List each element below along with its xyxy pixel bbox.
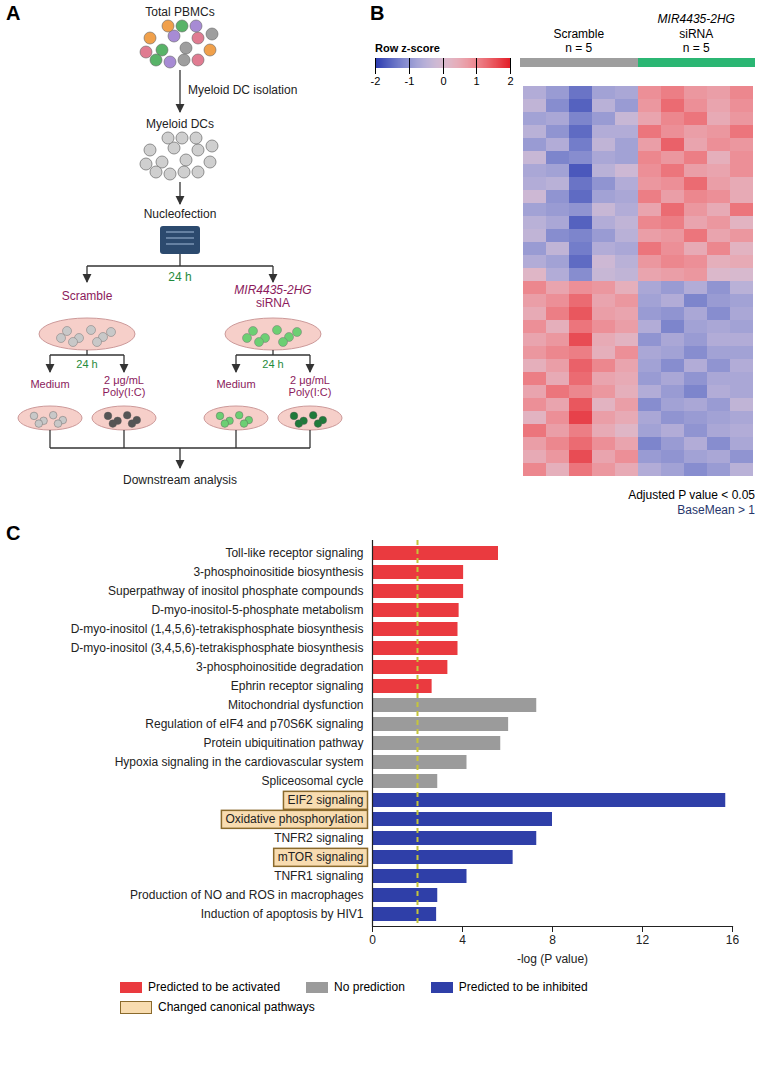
svg-text:Row z-score: Row z-score [375,42,440,54]
svg-text:Total PBMCs: Total PBMCs [145,5,214,19]
html-text:MIR4435-2HG: MIR4435-2HG [657,12,735,26]
html-text:A: A [6,2,21,24]
html-text:Adjusted P value < 0.05: Adjusted P value < 0.05 [628,488,755,502]
svg-text:Spliceosomal cycle: Spliceosomal cycle [261,774,363,788]
svg-text:Induction of apoptosis by HIV1: Induction of apoptosis by HIV1 [201,907,364,921]
svg-text:0: 0 [369,933,376,947]
svg-text:3-phosphoinositide biosynthesi: 3-phosphoinositide biosynthesis [193,565,363,579]
svg-text:2: 2 [507,75,513,87]
svg-text:4: 4 [459,933,466,947]
svg-text:1: 1 [473,75,479,87]
svg-text:Downstream analysis: Downstream analysis [123,473,237,487]
svg-text:3-phosphoinositide degradation: 3-phosphoinositide degradation [196,660,363,674]
svg-text:mTOR signaling: mTOR signaling [278,850,364,864]
svg-text:Superpathway of inositol phosp: Superpathway of inositol phosphate compo… [108,584,364,598]
svg-text:MIR4435-2HG: MIR4435-2HG [234,283,311,297]
svg-text:24 h: 24 h [76,358,97,370]
html-text:n = 5: n = 5 [565,41,593,55]
svg-text:24 h: 24 h [168,270,191,284]
svg-text:Poly(I:C): Poly(I:C) [103,386,146,398]
svg-text:12: 12 [636,933,650,947]
svg-text:-1: -1 [405,75,415,87]
svg-text:Poly(I:C): Poly(I:C) [289,386,332,398]
html-text:Scramble: Scramble [553,27,605,41]
svg-text:TNFR2 signaling: TNFR2 signaling [274,831,363,845]
svg-text:TNFR1 signaling: TNFR1 signaling [274,869,363,883]
html-text:siRNA: siRNA [679,27,714,41]
svg-text:Production of NO and ROS in ma: Production of NO and ROS in macrophages [130,888,363,902]
svg-text:Myeloid DC isolation: Myeloid DC isolation [188,83,297,97]
html-text:C: C [6,522,21,544]
svg-text:EIF2 signaling: EIF2 signaling [287,793,363,807]
svg-text:Mitochondrial dysfunction: Mitochondrial dysfunction [228,698,363,712]
svg-text:-log (P value): -log (P value) [517,952,588,966]
svg-text:Myeloid DCs: Myeloid DCs [146,117,214,131]
svg-text:Toll-like receptor signaling: Toll-like receptor signaling [225,546,363,560]
svg-text:Medium: Medium [30,378,69,390]
svg-text:Protein ubiquitination pathway: Protein ubiquitination pathway [203,736,363,750]
svg-text:D-myo-inositol (3,4,5,6)-tetra: D-myo-inositol (3,4,5,6)-tetrakisphospha… [71,641,364,655]
svg-text:24 h: 24 h [262,358,283,370]
svg-text:-2: -2 [371,75,381,87]
svg-text:D-myo-inositol-5-phosphate met: D-myo-inositol-5-phosphate metabolism [151,603,363,617]
svg-text:Regulation of eIF4 and p70S6K: Regulation of eIF4 and p70S6K signaling [145,717,363,731]
html-text:No prediction: No prediction [334,980,405,994]
svg-text:Ephrin receptor signaling: Ephrin receptor signaling [231,679,364,693]
html-text:n = 5: n = 5 [682,41,710,55]
svg-text:Scramble: Scramble [62,289,113,303]
svg-text:Hypoxia signaling in the cardi: Hypoxia signaling in the cardiovascular … [115,755,364,769]
html-text:BaseMean > 1: BaseMean > 1 [677,503,755,517]
svg-text:Oxidative phosphorylation: Oxidative phosphorylation [225,812,363,826]
svg-text:2 μg/mL: 2 μg/mL [104,374,144,386]
svg-text:Medium: Medium [216,378,255,390]
html-text:B: B [370,2,385,24]
svg-text:Nucleofection: Nucleofection [144,207,217,221]
svg-text:D-myo-inositol (1,4,5,6)-tetra: D-myo-inositol (1,4,5,6)-tetrakisphospha… [71,622,364,636]
html-text:Predicted to be inhibited: Predicted to be inhibited [458,980,588,994]
svg-text:0: 0 [440,75,446,87]
html-text:Predicted to be activated: Predicted to be activated [148,980,281,994]
svg-text:2 μg/mL: 2 μg/mL [290,374,330,386]
svg-text:siRNA: siRNA [256,296,290,310]
svg-text:16: 16 [726,933,740,947]
svg-text:8: 8 [549,933,556,947]
html-text:Changed canonical pathways: Changed canonical pathways [158,1000,315,1014]
